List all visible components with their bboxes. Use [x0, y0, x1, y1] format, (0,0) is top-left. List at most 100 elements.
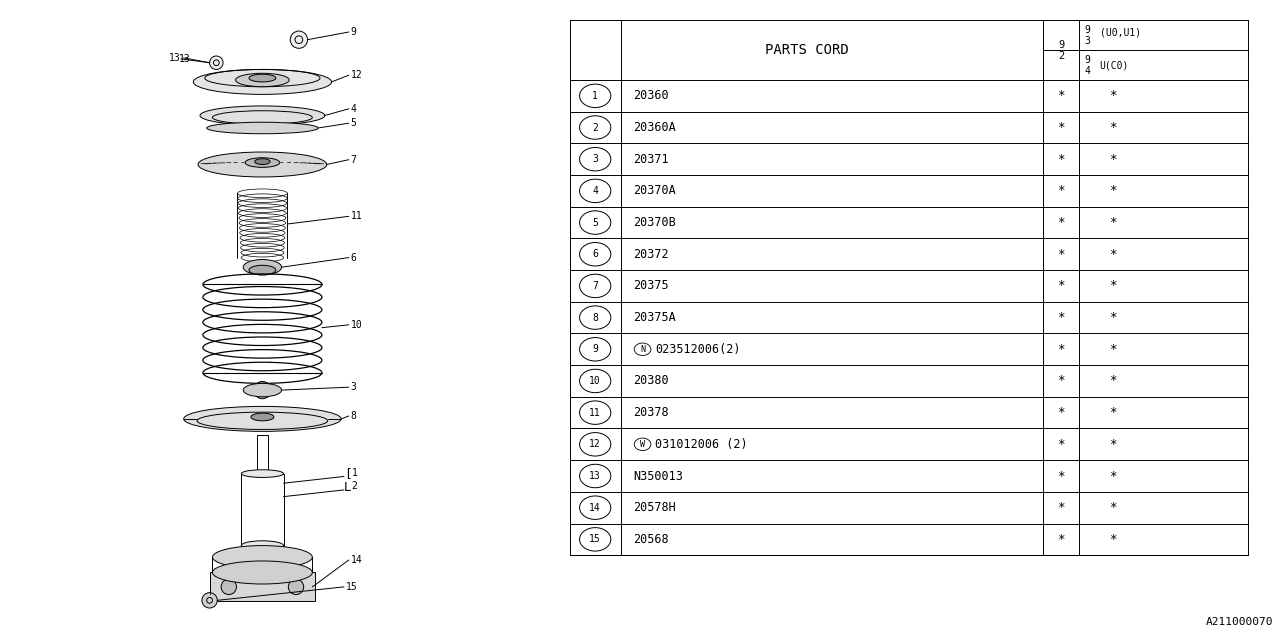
Text: N: N [640, 345, 645, 354]
Text: *: * [1057, 121, 1065, 134]
Text: *: * [1108, 121, 1116, 134]
Text: 12: 12 [589, 439, 602, 449]
Ellipse shape [198, 152, 326, 177]
Ellipse shape [236, 73, 289, 86]
Text: *: * [1108, 90, 1116, 102]
Text: *: * [1108, 280, 1116, 292]
Text: N350013: N350013 [634, 470, 684, 483]
Text: 4: 4 [351, 104, 357, 114]
Text: 20370B: 20370B [634, 216, 676, 229]
Text: 031012006 (2): 031012006 (2) [655, 438, 748, 451]
Text: L: L [344, 481, 352, 493]
Text: 13: 13 [589, 471, 602, 481]
Text: 14: 14 [351, 555, 362, 565]
Text: *: * [1057, 184, 1065, 197]
Text: 9
4: 9 4 [1084, 55, 1091, 76]
Circle shape [288, 579, 303, 595]
Text: 15: 15 [589, 534, 602, 545]
Circle shape [259, 386, 266, 394]
Text: 10: 10 [351, 320, 362, 330]
Text: *: * [1057, 343, 1065, 356]
Ellipse shape [241, 470, 284, 477]
Text: 8: 8 [351, 411, 357, 421]
Text: *: * [1108, 311, 1116, 324]
Ellipse shape [255, 159, 270, 164]
Text: 023512006(2): 023512006(2) [655, 343, 741, 356]
Text: *: * [1057, 280, 1065, 292]
Text: [: [ [344, 467, 352, 480]
Text: *: * [1057, 374, 1065, 387]
Text: 15: 15 [346, 582, 357, 592]
Text: 6: 6 [351, 253, 357, 262]
Text: 20360: 20360 [634, 90, 669, 102]
Text: *: * [1108, 406, 1116, 419]
Text: *: * [1057, 470, 1065, 483]
Text: 6: 6 [593, 249, 598, 259]
Text: *: * [1057, 90, 1065, 102]
Text: W: W [640, 440, 645, 449]
Text: 20380: 20380 [634, 374, 669, 387]
Text: 7: 7 [593, 281, 598, 291]
Text: 9: 9 [593, 344, 598, 355]
Text: 12: 12 [351, 70, 362, 80]
Text: 11: 11 [351, 211, 362, 221]
Text: 8: 8 [593, 312, 598, 323]
Text: *: * [1108, 501, 1116, 514]
Circle shape [210, 56, 223, 69]
Text: 2: 2 [593, 122, 598, 132]
Text: *: * [1057, 406, 1065, 419]
Text: *: * [1108, 153, 1116, 166]
Text: 20578H: 20578H [634, 501, 676, 514]
Ellipse shape [248, 74, 276, 82]
Ellipse shape [212, 545, 312, 569]
Text: 20370A: 20370A [634, 184, 676, 197]
Ellipse shape [241, 541, 284, 550]
Text: 3: 3 [593, 154, 598, 164]
Text: 5: 5 [593, 218, 598, 228]
Text: 4: 4 [593, 186, 598, 196]
Text: 9
2: 9 2 [1059, 40, 1064, 61]
Text: 20568: 20568 [634, 533, 669, 546]
Ellipse shape [200, 106, 325, 125]
Text: PARTS CORD: PARTS CORD [764, 44, 849, 57]
Text: *: * [1108, 533, 1116, 546]
Ellipse shape [193, 69, 332, 95]
Text: *: * [1057, 311, 1065, 324]
Text: (U0,U1): (U0,U1) [1100, 28, 1140, 38]
Text: 20372: 20372 [634, 248, 669, 260]
FancyBboxPatch shape [210, 573, 315, 602]
Text: 10: 10 [589, 376, 602, 386]
Text: 1: 1 [593, 91, 598, 101]
Ellipse shape [184, 406, 340, 431]
Circle shape [221, 579, 237, 595]
Text: *: * [1057, 216, 1065, 229]
Text: 20360A: 20360A [634, 121, 676, 134]
Text: 20378: 20378 [634, 406, 669, 419]
Text: *: * [1057, 533, 1065, 546]
Text: U(C0): U(C0) [1100, 60, 1129, 70]
Circle shape [253, 381, 271, 399]
Text: *: * [1057, 438, 1065, 451]
Text: 13: 13 [169, 53, 180, 63]
Ellipse shape [206, 122, 317, 134]
Text: *: * [1057, 501, 1065, 514]
Text: 1: 1 [352, 468, 357, 477]
Circle shape [202, 593, 218, 608]
Text: *: * [1108, 343, 1116, 356]
Ellipse shape [243, 260, 282, 275]
Text: A211000070: A211000070 [1206, 617, 1274, 627]
Ellipse shape [212, 561, 312, 584]
Text: 20371: 20371 [634, 153, 669, 166]
Text: 11: 11 [589, 408, 602, 418]
Text: *: * [1108, 216, 1116, 229]
Text: *: * [1057, 248, 1065, 260]
Ellipse shape [251, 413, 274, 421]
Text: *: * [1108, 248, 1116, 260]
Text: *: * [1057, 153, 1065, 166]
Ellipse shape [246, 157, 279, 167]
Text: *: * [1108, 470, 1116, 483]
Text: *: * [1108, 438, 1116, 451]
Text: 5: 5 [351, 118, 357, 128]
Text: 20375A: 20375A [634, 311, 676, 324]
Text: 7: 7 [351, 155, 357, 164]
